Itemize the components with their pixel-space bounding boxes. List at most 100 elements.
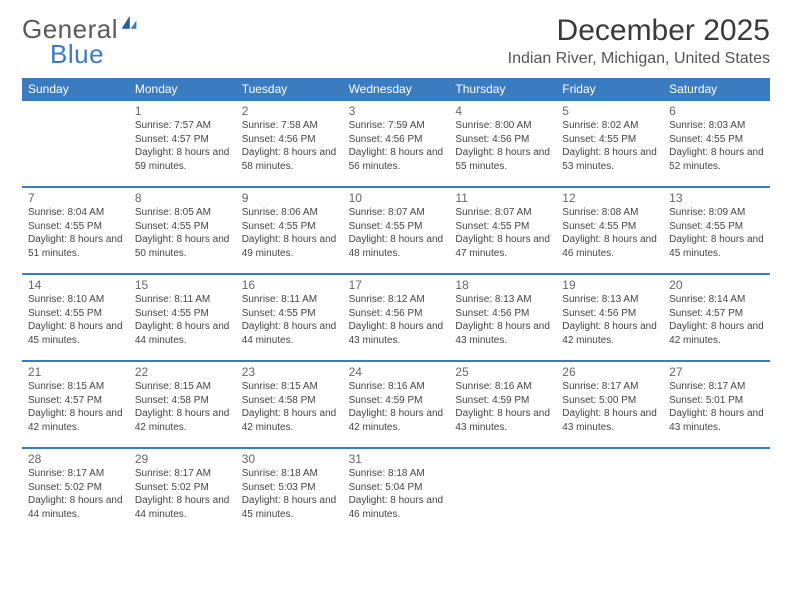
week-row: 7Sunrise: 8:04 AMSunset: 4:55 PMDaylight… xyxy=(22,187,770,274)
day-detail: Sunrise: 8:14 AMSunset: 4:57 PMDaylight:… xyxy=(669,293,764,347)
day-detail: Sunrise: 8:16 AMSunset: 4:59 PMDaylight:… xyxy=(349,380,444,434)
sunset-text: Sunset: 4:55 PM xyxy=(669,220,764,234)
sunset-text: Sunset: 4:55 PM xyxy=(28,307,123,321)
sunset-text: Sunset: 4:55 PM xyxy=(455,220,550,234)
sunset-text: Sunset: 4:56 PM xyxy=(455,307,550,321)
sunset-text: Sunset: 4:56 PM xyxy=(455,133,550,147)
brand-logo: GeneralBlue xyxy=(22,14,139,67)
daylight-text: Daylight: 8 hours and 55 minutes. xyxy=(455,146,550,173)
week-row: 14Sunrise: 8:10 AMSunset: 4:55 PMDayligh… xyxy=(22,274,770,361)
sunrise-text: Sunrise: 8:17 AM xyxy=(28,467,123,481)
daylight-text: Daylight: 8 hours and 51 minutes. xyxy=(28,233,123,260)
sunrise-text: Sunrise: 8:02 AM xyxy=(562,119,657,133)
day-number: 15 xyxy=(135,278,230,292)
day-cell: 22Sunrise: 8:15 AMSunset: 4:58 PMDayligh… xyxy=(129,361,236,447)
day-detail: Sunrise: 7:57 AMSunset: 4:57 PMDaylight:… xyxy=(135,119,230,173)
day-cell: 25Sunrise: 8:16 AMSunset: 4:59 PMDayligh… xyxy=(449,361,556,447)
day-detail: Sunrise: 8:15 AMSunset: 4:58 PMDaylight:… xyxy=(242,380,337,434)
day-number: 1 xyxy=(135,104,230,118)
sunset-text: Sunset: 5:02 PM xyxy=(135,481,230,495)
day-detail: Sunrise: 8:04 AMSunset: 4:55 PMDaylight:… xyxy=(28,206,123,260)
daylight-text: Daylight: 8 hours and 48 minutes. xyxy=(349,233,444,260)
day-number: 28 xyxy=(28,452,123,466)
daylight-text: Daylight: 8 hours and 42 minutes. xyxy=(349,407,444,434)
week-row: 1Sunrise: 7:57 AMSunset: 4:57 PMDaylight… xyxy=(22,100,770,187)
sunrise-text: Sunrise: 8:14 AM xyxy=(669,293,764,307)
sunrise-text: Sunrise: 8:15 AM xyxy=(28,380,123,394)
day-number: 31 xyxy=(349,452,444,466)
day-cell: 6Sunrise: 8:03 AMSunset: 4:55 PMDaylight… xyxy=(663,100,770,186)
location-text: Indian River, Michigan, United States xyxy=(508,50,770,68)
weekday-label: Thursday xyxy=(449,78,556,100)
sunset-text: Sunset: 4:55 PM xyxy=(349,220,444,234)
sunrise-text: Sunrise: 8:12 AM xyxy=(349,293,444,307)
daylight-text: Daylight: 8 hours and 49 minutes. xyxy=(242,233,337,260)
sunrise-text: Sunrise: 8:11 AM xyxy=(135,293,230,307)
sunrise-text: Sunrise: 8:09 AM xyxy=(669,206,764,220)
sunset-text: Sunset: 4:56 PM xyxy=(562,307,657,321)
month-title: December 2025 xyxy=(508,14,770,48)
sunrise-text: Sunrise: 8:16 AM xyxy=(349,380,444,394)
day-detail: Sunrise: 8:10 AMSunset: 4:55 PMDaylight:… xyxy=(28,293,123,347)
sunset-text: Sunset: 5:03 PM xyxy=(242,481,337,495)
day-number: 26 xyxy=(562,365,657,379)
day-cell: 29Sunrise: 8:17 AMSunset: 5:02 PMDayligh… xyxy=(129,448,236,534)
daylight-text: Daylight: 8 hours and 43 minutes. xyxy=(349,320,444,347)
day-detail: Sunrise: 8:00 AMSunset: 4:56 PMDaylight:… xyxy=(455,119,550,173)
day-cell xyxy=(663,448,770,534)
day-detail: Sunrise: 8:17 AMSunset: 5:02 PMDaylight:… xyxy=(135,467,230,521)
sunset-text: Sunset: 4:55 PM xyxy=(28,220,123,234)
day-cell: 7Sunrise: 8:04 AMSunset: 4:55 PMDaylight… xyxy=(22,187,129,273)
weekday-label: Monday xyxy=(129,78,236,100)
weekday-label: Tuesday xyxy=(236,78,343,100)
day-number: 4 xyxy=(455,104,550,118)
sunrise-text: Sunrise: 8:13 AM xyxy=(562,293,657,307)
day-number: 24 xyxy=(349,365,444,379)
sunrise-text: Sunrise: 8:10 AM xyxy=(28,293,123,307)
sunrise-text: Sunrise: 8:05 AM xyxy=(135,206,230,220)
week-row: 28Sunrise: 8:17 AMSunset: 5:02 PMDayligh… xyxy=(22,448,770,534)
daylight-text: Daylight: 8 hours and 42 minutes. xyxy=(242,407,337,434)
sunset-text: Sunset: 4:55 PM xyxy=(562,133,657,147)
day-cell xyxy=(556,448,663,534)
daylight-text: Daylight: 8 hours and 59 minutes. xyxy=(135,146,230,173)
day-cell: 2Sunrise: 7:58 AMSunset: 4:56 PMDaylight… xyxy=(236,100,343,186)
sunrise-text: Sunrise: 8:17 AM xyxy=(562,380,657,394)
day-cell: 3Sunrise: 7:59 AMSunset: 4:56 PMDaylight… xyxy=(343,100,450,186)
day-number: 25 xyxy=(455,365,550,379)
daylight-text: Daylight: 8 hours and 42 minutes. xyxy=(135,407,230,434)
day-number: 5 xyxy=(562,104,657,118)
sunset-text: Sunset: 5:00 PM xyxy=(562,394,657,408)
day-number: 13 xyxy=(669,191,764,205)
day-cell: 8Sunrise: 8:05 AMSunset: 4:55 PMDaylight… xyxy=(129,187,236,273)
sunrise-text: Sunrise: 8:15 AM xyxy=(135,380,230,394)
day-number: 21 xyxy=(28,365,123,379)
day-cell: 9Sunrise: 8:06 AMSunset: 4:55 PMDaylight… xyxy=(236,187,343,273)
day-detail: Sunrise: 8:12 AMSunset: 4:56 PMDaylight:… xyxy=(349,293,444,347)
sunset-text: Sunset: 4:55 PM xyxy=(242,220,337,234)
day-detail: Sunrise: 8:13 AMSunset: 4:56 PMDaylight:… xyxy=(562,293,657,347)
day-detail: Sunrise: 7:58 AMSunset: 4:56 PMDaylight:… xyxy=(242,119,337,173)
sunset-text: Sunset: 4:55 PM xyxy=(669,133,764,147)
sunset-text: Sunset: 4:56 PM xyxy=(349,307,444,321)
daylight-text: Daylight: 8 hours and 45 minutes. xyxy=(242,494,337,521)
brand-part2: Blue xyxy=(50,42,139,67)
day-number: 17 xyxy=(349,278,444,292)
day-cell: 21Sunrise: 8:15 AMSunset: 4:57 PMDayligh… xyxy=(22,361,129,447)
day-detail: Sunrise: 8:16 AMSunset: 4:59 PMDaylight:… xyxy=(455,380,550,434)
day-cell: 14Sunrise: 8:10 AMSunset: 4:55 PMDayligh… xyxy=(22,274,129,360)
daylight-text: Daylight: 8 hours and 45 minutes. xyxy=(669,233,764,260)
sunrise-text: Sunrise: 7:58 AM xyxy=(242,119,337,133)
sunset-text: Sunset: 5:04 PM xyxy=(349,481,444,495)
day-detail: Sunrise: 8:09 AMSunset: 4:55 PMDaylight:… xyxy=(669,206,764,260)
day-detail: Sunrise: 8:17 AMSunset: 5:00 PMDaylight:… xyxy=(562,380,657,434)
day-cell: 30Sunrise: 8:18 AMSunset: 5:03 PMDayligh… xyxy=(236,448,343,534)
day-number: 14 xyxy=(28,278,123,292)
sunset-text: Sunset: 5:02 PM xyxy=(28,481,123,495)
day-number: 18 xyxy=(455,278,550,292)
weekday-header: SundayMondayTuesdayWednesdayThursdayFrid… xyxy=(22,78,770,100)
day-cell: 1Sunrise: 7:57 AMSunset: 4:57 PMDaylight… xyxy=(129,100,236,186)
day-cell: 24Sunrise: 8:16 AMSunset: 4:59 PMDayligh… xyxy=(343,361,450,447)
sunrise-text: Sunrise: 8:16 AM xyxy=(455,380,550,394)
sunset-text: Sunset: 4:58 PM xyxy=(242,394,337,408)
